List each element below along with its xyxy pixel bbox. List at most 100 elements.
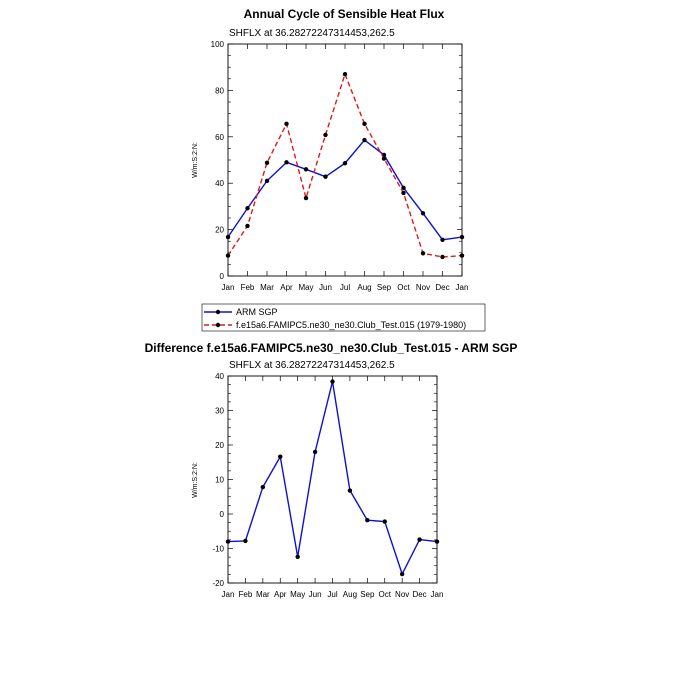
x-tick-label: Mar (260, 283, 274, 292)
data-point (381, 156, 387, 161)
data-point (440, 237, 445, 243)
x-tick-label: Feb (241, 283, 255, 292)
data-point (264, 160, 270, 165)
legend-label-model: f.e15a6.FAMIPC5.ne30_ne30.Club_Test.015 … (236, 320, 466, 330)
legend-label-arm: ARM SGP (236, 307, 278, 317)
data-point (365, 518, 370, 523)
data-point (401, 185, 406, 191)
y-tick-label: 10 (215, 476, 224, 485)
data-point (260, 484, 266, 490)
data-point (420, 251, 426, 256)
data-point (342, 71, 348, 77)
legend-marker-model (215, 322, 221, 328)
data-point (312, 449, 318, 455)
data-point (245, 206, 250, 211)
chart-title: Annual Cycle of Sensible Heat Flux (244, 7, 445, 21)
data-point (362, 137, 367, 143)
x-tick-label: Dec (412, 590, 426, 599)
data-point (245, 223, 250, 229)
x-tick-label: Aug (343, 590, 357, 599)
data-point (362, 121, 367, 127)
y-tick-label: 80 (215, 86, 224, 95)
data-point (347, 488, 353, 493)
x-tick-label: Dec (435, 283, 449, 292)
difference-chart: Difference f.e15a6.FAMIPC5.ne30_ne30.Clu… (145, 341, 518, 599)
x-tick-label: Jun (319, 283, 332, 292)
annual-cycle-chart: Annual Cycle of Sensible Heat Flux SHFLX… (192, 7, 468, 292)
x-tick-label: Oct (379, 590, 392, 599)
y-tick-label: 0 (220, 272, 225, 281)
data-point (323, 132, 328, 138)
chart-subtitle: SHFLX at 36.28272247314453,262.5 (229, 360, 395, 371)
y-tick-label: 60 (215, 133, 224, 142)
data-point (264, 178, 270, 184)
x-tick-label: Apr (274, 590, 287, 599)
y-tick-label: -20 (212, 579, 224, 588)
x-tick-label: Nov (416, 283, 430, 292)
x-tick-label: Mar (256, 590, 270, 599)
y-tick-label: 0 (220, 510, 225, 519)
x-tick-label: Sep (360, 590, 375, 599)
y-tick-label: 20 (215, 226, 224, 235)
series-1 (225, 71, 465, 260)
data-point (399, 571, 405, 577)
data-point (284, 160, 289, 165)
x-tick-label: Jan (222, 590, 235, 599)
x-tick-label: May (290, 590, 305, 599)
y-tick-label: 20 (215, 441, 224, 450)
data-point (459, 234, 465, 240)
data-point (440, 254, 445, 260)
series-layer (225, 71, 465, 260)
data-point (401, 190, 406, 196)
x-tick-label: Nov (395, 590, 409, 599)
data-point (434, 539, 440, 544)
data-point (225, 539, 231, 544)
data-point (417, 537, 422, 542)
x-tick-label: Sep (377, 283, 392, 292)
x-tick-label: May (298, 283, 313, 292)
legend-entry-arm: ARM SGP (204, 307, 278, 317)
x-tick-label: Jul (340, 283, 350, 292)
data-point (342, 161, 348, 166)
y-axis-label: W/m:S:2:N: (192, 142, 199, 178)
x-tick-label: Oct (397, 283, 410, 292)
data-point (295, 554, 300, 559)
data-point (303, 167, 309, 172)
data-point (225, 253, 231, 258)
data-point (225, 234, 231, 240)
chart-subtitle: SHFLX at 36.28272247314453,262.5 (229, 28, 395, 39)
series-layer (225, 379, 440, 577)
data-point (420, 211, 426, 216)
x-tick-label: Jan (456, 283, 469, 292)
x-tick-label: Jan (431, 590, 444, 599)
plot-area: Jan Feb Mar Apr May Jun Jul Aug Sep Oct Nov Dec Jan -… (212, 372, 443, 599)
plot-area: Jan Feb Mar Apr May Jun Jul Aug Sep Oct Nov Dec Jan 0… (211, 40, 469, 292)
x-tick-label: Jan (222, 283, 235, 292)
data-point (243, 538, 248, 544)
y-tick-label: 100 (211, 40, 225, 49)
legend: ARM SGP f.e15a6.FAMIPC5.ne30_ne30.Club_T… (201, 303, 486, 332)
data-point (330, 379, 335, 384)
data-point (382, 519, 387, 524)
series-0 (225, 137, 465, 243)
series-0 (225, 379, 440, 577)
data-point (323, 174, 328, 179)
y-tick-label: 40 (215, 179, 224, 188)
x-tick-label: Jun (309, 590, 322, 599)
legend-box (201, 303, 486, 332)
x-tick-label: Jul (327, 590, 337, 599)
chart-title: Difference f.e15a6.FAMIPC5.ne30_ne30.Clu… (145, 341, 518, 355)
y-tick-label: -10 (212, 545, 224, 554)
data-point (303, 195, 309, 201)
legend-entry-model: f.e15a6.FAMIPC5.ne30_ne30.Club_Test.015 … (204, 320, 466, 330)
y-axis-label: W/m:S:2:N: (192, 462, 199, 498)
x-tick-label: Feb (239, 590, 253, 599)
x-tick-label: Aug (357, 283, 371, 292)
data-point (284, 121, 289, 127)
legend-marker-arm (215, 309, 221, 315)
y-tick-label: 30 (215, 407, 224, 416)
data-point (459, 253, 465, 258)
data-point (278, 454, 283, 459)
y-tick-label: 40 (215, 372, 224, 381)
